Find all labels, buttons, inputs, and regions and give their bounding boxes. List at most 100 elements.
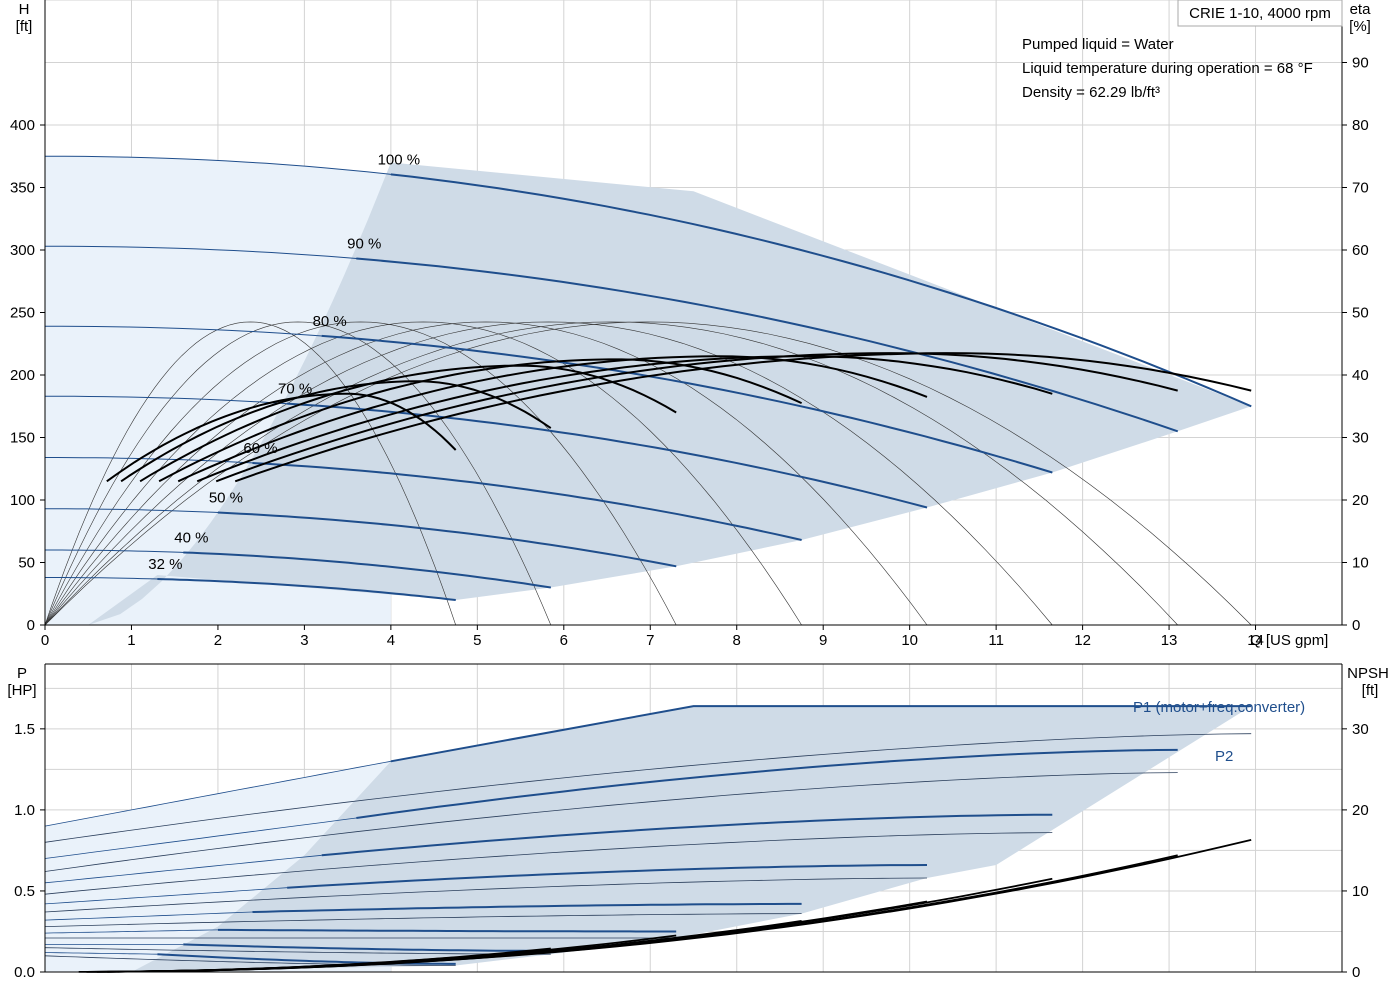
x-axis-label: Q [US gpm] — [1250, 632, 1328, 649]
speed-label: 90 % — [347, 236, 381, 253]
p2-curve — [44, 913, 802, 927]
y-left-tick-label: 300 — [10, 242, 35, 259]
efficiency-curve-thin — [44, 321, 677, 626]
head-curve — [287, 402, 928, 509]
efficiency-curve-thin — [44, 321, 456, 626]
p2-curve — [44, 947, 551, 955]
x-tick-label: 2 — [214, 632, 222, 649]
x-tick-label: 3 — [300, 632, 308, 649]
p1-curve-thin — [44, 929, 218, 934]
x-tick-label: 8 — [733, 632, 741, 649]
npsh-tick-label: 0 — [1352, 964, 1360, 981]
y-right-tick-label: 40 — [1352, 367, 1369, 384]
annotation-density: Density = 62.29 lb/ft³ — [1022, 84, 1160, 101]
npsh-axis-name: NPSH — [1347, 665, 1389, 682]
power-tick-label: 0.5 — [14, 883, 35, 900]
efficiency-curve — [139, 364, 677, 483]
npsh-tick-label: 20 — [1352, 802, 1369, 819]
x-tick-label: 11 — [988, 632, 1004, 649]
speed-label: 50 % — [209, 490, 243, 507]
x-tick-label: 1 — [127, 632, 135, 649]
npsh-curve — [78, 956, 456, 973]
efficiency-curve — [215, 352, 1178, 483]
y-right-tick-label: 70 — [1352, 180, 1369, 197]
power-tick-label: 1.0 — [14, 802, 35, 819]
x-tick-label: 13 — [1161, 632, 1178, 649]
p1-curve-thin — [44, 887, 288, 905]
y-left-tick-label: 350 — [10, 180, 35, 197]
head-curve — [252, 462, 802, 541]
x-tick-label: 10 — [901, 632, 918, 649]
efficiency-curve — [120, 380, 552, 483]
efficiency-curve — [158, 358, 803, 483]
x-tick-label: 14 — [1247, 632, 1264, 649]
head-curve — [183, 551, 551, 589]
p1-curve — [356, 748, 1178, 819]
x-tick-label: 7 — [646, 632, 654, 649]
y-left-tick-label: 250 — [10, 305, 35, 322]
operating-area — [88, 162, 1252, 625]
y-right-axis-name: eta — [1350, 1, 1372, 18]
p2-series-label: P2 — [1215, 748, 1233, 765]
y-right-tick-label: 20 — [1352, 492, 1369, 509]
efficiency-curve-thin — [44, 321, 802, 626]
speed-label: 32 % — [148, 556, 182, 573]
efficiency-curve-thin — [44, 321, 1053, 626]
y-left-tick-label: 200 — [10, 367, 35, 384]
y-left-tick-label: 400 — [10, 117, 35, 134]
p1-curve-thin — [44, 952, 158, 955]
power-npsh-panel: 0.0 0.5 1.0 1.5 0 10 20 30 — [14, 663, 1369, 981]
y-right-tick-label: 10 — [1352, 555, 1369, 572]
y-right-tick-label: 0 — [1352, 617, 1360, 634]
x-tick-label: 4 — [387, 632, 395, 649]
efficiency-curve — [106, 392, 457, 483]
y-left-tick-label: 0 — [27, 617, 35, 634]
y-right-tick-label: 30 — [1352, 430, 1369, 447]
annotation-liquid: Pumped liquid = Water — [1022, 36, 1174, 53]
p1-curve-thin — [44, 817, 357, 859]
y-left-axis-unit: [ft] — [16, 18, 33, 35]
efficiency-curve-thin — [44, 321, 928, 626]
p1-curve — [321, 813, 1053, 857]
p1-curve-thin — [44, 760, 391, 827]
x-tick-label: 5 — [473, 632, 481, 649]
x-tick-label: 0 — [41, 632, 49, 649]
speed-label: 100 % — [378, 151, 421, 168]
head-curve — [157, 578, 456, 601]
efficiency-curve — [234, 352, 1252, 483]
head-curve — [390, 173, 1252, 408]
y-right-tick-label: 60 — [1352, 242, 1369, 259]
head-curve — [356, 257, 1179, 433]
y-right-tick-label: 90 — [1352, 55, 1369, 72]
power-axis-name: P — [17, 665, 27, 682]
y-left-tick-label: 50 — [18, 555, 35, 572]
y-left-tick-label: 150 — [10, 430, 35, 447]
p1-curve — [217, 928, 677, 933]
x-tick-label: 9 — [819, 632, 827, 649]
p2-curve — [44, 832, 1053, 895]
npsh-axis-unit: [ft] — [1362, 682, 1379, 699]
head-efficiency-panel: 100 %90 %80 %70 %60 %50 %40 %32 %0 1 2 3 4 5 6… — [10, 0, 1369, 649]
y-left-axis-name: H — [19, 1, 30, 18]
power-tick-label: 1.5 — [14, 721, 35, 738]
efficiency-curve — [196, 355, 1053, 483]
power-tick-label: 0.0 — [14, 964, 35, 981]
p1-curve — [252, 902, 802, 913]
p2-curve — [44, 733, 1252, 843]
x-tick-label: 6 — [560, 632, 568, 649]
y-right-tick-label: 50 — [1352, 305, 1369, 322]
head-curve — [321, 334, 1053, 474]
p1-curve — [390, 705, 1252, 763]
p1-curve-thin — [44, 911, 253, 921]
p1-curve — [287, 864, 928, 889]
operating-area — [131, 706, 1252, 972]
y-right-axis-unit: [%] — [1349, 18, 1371, 35]
speed-label: 40 % — [174, 529, 208, 546]
annotation-temperature: Liquid temperature during operation = 68… — [1022, 60, 1313, 77]
p2-curve — [44, 955, 456, 966]
p2-curve — [44, 772, 1178, 872]
p1-curve — [183, 943, 551, 952]
speed-label: 70 % — [278, 381, 312, 398]
y-left-tick-label: 100 — [10, 492, 35, 509]
